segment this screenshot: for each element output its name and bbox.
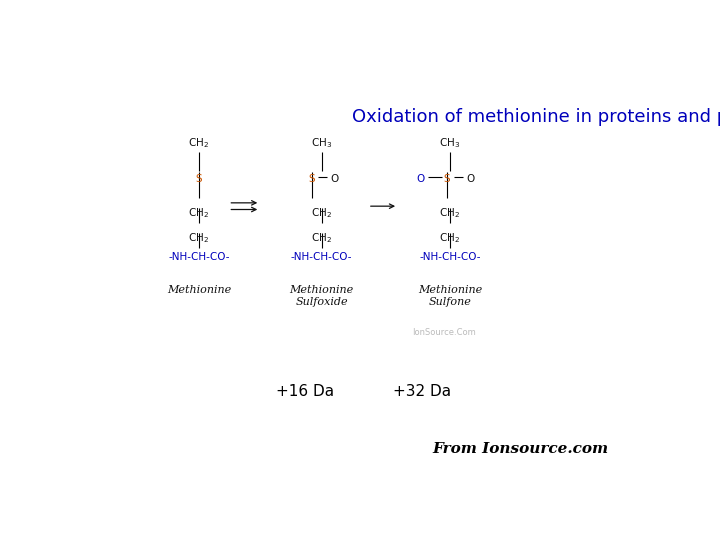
Text: S: S (308, 174, 315, 184)
Text: CH$_2$: CH$_2$ (311, 206, 332, 220)
Text: O: O (416, 174, 425, 184)
Text: S: S (196, 174, 202, 184)
Text: CH$_3$: CH$_3$ (439, 136, 461, 150)
Text: -NH-CH-CO-: -NH-CH-CO- (419, 252, 481, 262)
Text: Oxidation of methionine in proteins and peptides: Oxidation of methionine in proteins and … (352, 109, 720, 126)
Text: Methionine: Methionine (167, 285, 231, 295)
Text: +16 Da: +16 Da (276, 384, 334, 399)
Text: CH$_2$: CH$_2$ (189, 136, 210, 150)
Text: CH$_2$: CH$_2$ (311, 231, 332, 245)
Text: -NH-CH-CO-: -NH-CH-CO- (291, 252, 352, 262)
Text: -NH-CH-CO-: -NH-CH-CO- (168, 252, 230, 262)
Text: O: O (330, 174, 339, 184)
Text: IonSource.Com: IonSource.Com (413, 328, 476, 338)
Text: CH$_2$: CH$_2$ (439, 206, 460, 220)
Text: From Ionsource.com: From Ionsource.com (433, 442, 609, 456)
Text: S: S (444, 174, 451, 184)
Text: CH$_2$: CH$_2$ (189, 206, 210, 220)
Text: Methionine
Sulfoxide: Methionine Sulfoxide (289, 285, 354, 307)
Text: CH$_2$: CH$_2$ (439, 231, 460, 245)
Text: O: O (467, 174, 474, 184)
Text: +32 Da: +32 Da (393, 384, 451, 399)
Text: CH$_2$: CH$_2$ (189, 231, 210, 245)
Text: Methionine
Sulfone: Methionine Sulfone (418, 285, 482, 307)
Text: CH$_3$: CH$_3$ (311, 136, 332, 150)
